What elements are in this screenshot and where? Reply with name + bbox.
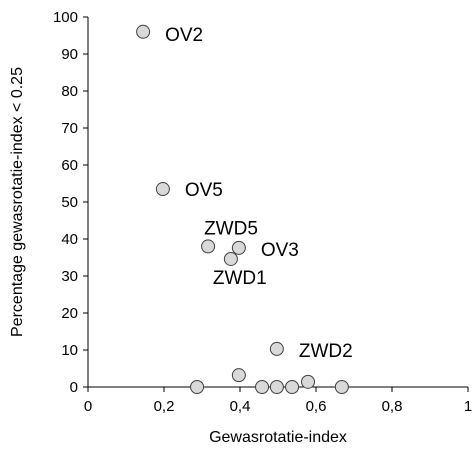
point [269,341,284,356]
point [285,380,300,394]
x-axis-title: Gewasrotatie-index [209,429,347,446]
y-tick-label: 40 [61,231,78,248]
point [136,24,151,39]
point-label: OV3 [261,240,299,261]
x-tick-label: 0,8 [382,398,403,415]
point [269,380,284,394]
point [231,240,246,255]
y-tick-label: 20 [61,305,78,322]
point-label: OV5 [185,180,223,201]
y-tick-label: 60 [61,157,78,174]
x-tick-label: 0 [84,398,92,415]
point [334,380,349,394]
x-tick-label: 0,6 [306,398,327,415]
y-tick-label: 30 [61,268,78,285]
y-tick-label: 80 [61,83,78,100]
point [231,368,246,383]
y-tick-label: 0 [70,379,78,396]
x-tick-label: 1 [464,398,472,415]
y-tick-label: 90 [61,46,78,63]
point-label: OV2 [165,25,203,46]
point [255,380,270,394]
x-tick-label: 0,4 [230,398,251,415]
y-tick-label: 100 [53,9,78,26]
y-axis-title: Percentage gewasrotatie-index < 0.25 [9,67,26,337]
y-tick-label: 50 [61,194,78,211]
point [223,251,238,266]
point [155,182,170,197]
point [190,380,205,394]
point-label: ZWD1 [213,268,267,289]
point-label: ZWD2 [299,341,353,362]
y-tick-label: 70 [61,120,78,137]
point [201,239,216,254]
x-tick-label: 0,2 [154,398,175,415]
point [301,374,316,389]
y-tick-label: 10 [61,342,78,359]
point-label: ZWD5 [204,218,258,239]
